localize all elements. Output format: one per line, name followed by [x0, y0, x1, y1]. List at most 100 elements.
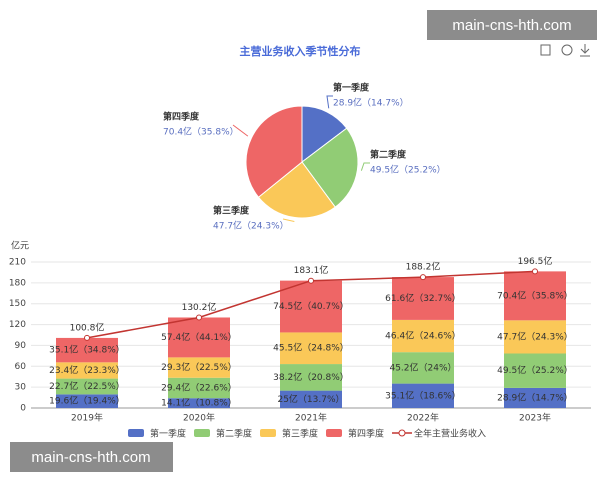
- y-tick-label: 150: [9, 299, 26, 309]
- leader-line: [326, 95, 333, 109]
- y-tick-label: 90: [15, 341, 27, 351]
- y-tick-label: 120: [9, 320, 26, 330]
- bar-value-label: 22.7亿（22.5%）: [49, 380, 125, 392]
- y-tick-label: 210: [9, 258, 26, 268]
- bar-value-label: 35.1亿（34.8%）: [49, 344, 125, 356]
- x-tick-label: 2020年: [183, 412, 215, 424]
- icon-restore[interactable]: [561, 44, 573, 56]
- bar-value-label: 45.2亿（24%）: [389, 361, 456, 373]
- x-tick-label: 2022年: [407, 412, 439, 424]
- bar-value-label: 49.5亿（25.2%）: [497, 364, 573, 376]
- legend-item: 第三季度: [260, 428, 318, 440]
- legend-swatch: [260, 429, 276, 437]
- leader-line: [360, 162, 370, 171]
- bar-segment: [392, 383, 454, 408]
- pie-category-label: 第三季度: [213, 205, 250, 217]
- legend-label: 全年主营业务收入: [414, 428, 486, 440]
- bar-segment: [392, 319, 454, 353]
- bar-segment: [56, 362, 118, 379]
- bar-segment: [280, 280, 342, 333]
- bar-value-label: 74.5亿（40.7%）: [273, 300, 349, 312]
- y-tick-label: 60: [15, 362, 27, 372]
- pie-slice: [301, 105, 348, 164]
- watermark: main-cns-hth.com: [31, 449, 150, 466]
- bar-segment: [504, 353, 566, 388]
- bar-segment: [168, 377, 230, 399]
- legend-item: 全年主营业务收入: [392, 428, 486, 440]
- line-value-label: 188.2亿: [406, 261, 441, 273]
- legend-label: 第二季度: [216, 428, 252, 440]
- bar-value-label: 19.6亿（19.4%）: [49, 395, 125, 407]
- bar-segment: [168, 317, 230, 358]
- bar-value-label: 14.1亿（10.8%）: [161, 397, 237, 409]
- bar-segment: [280, 332, 342, 365]
- pie-value-label: 70.4亿（35.8%）: [163, 126, 239, 138]
- pie-slice: [245, 105, 303, 198]
- line-point: [532, 268, 538, 275]
- legend-swatch: [194, 429, 210, 437]
- leader-line: [282, 218, 295, 222]
- bar-segment: [168, 398, 230, 408]
- line-point: [84, 334, 90, 341]
- line-point: [196, 314, 202, 321]
- bar-value-label: 29.3亿（22.5%）: [161, 361, 237, 373]
- line-value-label: 196.5亿: [518, 255, 553, 267]
- y-tick-label: 0: [20, 404, 26, 414]
- bar-value-label: 23.4亿（23.3%）: [49, 364, 125, 376]
- bar-value-label: 38.2亿（20.8%）: [273, 371, 349, 383]
- bar-segment: [504, 387, 566, 408]
- bar-value-label: 61.6亿（32.7%）: [385, 292, 461, 304]
- bar-segment: [504, 320, 566, 354]
- pie-category-label: 第一季度: [333, 82, 370, 94]
- pie-title: 主营业务收入季节性分布: [240, 44, 361, 58]
- bar-value-label: 47.7亿（24.3%）: [497, 330, 573, 342]
- legend-label: 第四季度: [348, 428, 384, 440]
- legend-item: 第二季度: [194, 428, 252, 440]
- bar-value-label: 35.1亿（18.6%）: [385, 389, 461, 401]
- bar-segment: [56, 378, 118, 395]
- bar-value-label: 70.4亿（35.8%）: [497, 289, 573, 301]
- pie-slice: [257, 161, 336, 219]
- bar-value-label: 57.4亿（44.1%）: [161, 331, 237, 343]
- legend-label: 第三季度: [282, 428, 318, 440]
- pie-category-label: 第二季度: [370, 149, 407, 161]
- legend-label: 第一季度: [150, 428, 186, 440]
- pie-slice: [301, 127, 359, 208]
- bar-value-label: 28.9亿（14.7%）: [497, 391, 573, 403]
- bar-segment: [392, 277, 454, 320]
- legend-swatch: [326, 429, 342, 437]
- legend-item: 第四季度: [326, 428, 384, 440]
- watermark: main-cns-hth.com: [452, 17, 571, 34]
- y-axis-label: 亿元: [11, 240, 29, 252]
- bar-segment: [56, 337, 118, 363]
- leader-line: [232, 124, 249, 137]
- icon-save[interactable]: [580, 44, 590, 57]
- x-tick-label: 2021年: [295, 412, 327, 424]
- bar-segment: [56, 394, 118, 408]
- y-tick-label: 30: [15, 383, 27, 393]
- pie-value-label: 47.7亿（24.3%）: [213, 220, 289, 232]
- line-value-label: 183.1亿: [294, 264, 329, 276]
- bar-segment: [392, 352, 454, 384]
- bar-value-label: 29.4亿（22.6%）: [161, 381, 237, 393]
- bar-value-label: 46.4亿（24.6%）: [385, 330, 461, 342]
- y-tick-label: 180: [9, 278, 26, 288]
- pie-value-label: 28.9亿（14.7%）: [333, 97, 409, 109]
- legend-swatch: [128, 429, 144, 437]
- pie-category-label: 第四季度: [163, 111, 200, 123]
- toolbox[interactable]: [540, 44, 590, 57]
- legend-item: 第一季度: [128, 428, 186, 440]
- line-point: [308, 277, 314, 284]
- bar-value-label: 25亿（13.7%）: [277, 393, 344, 405]
- watermark-box: [427, 10, 597, 40]
- bar-segment: [168, 357, 230, 378]
- line-value-label: 130.2亿: [182, 301, 217, 313]
- line-point: [420, 274, 426, 281]
- watermark-box: [10, 442, 173, 472]
- bar-value-label: 45.5亿（24.8%）: [273, 342, 349, 354]
- icon-data-view[interactable]: [540, 44, 551, 56]
- legend-swatch: [398, 429, 406, 437]
- x-tick-label: 2023年: [519, 412, 551, 424]
- x-tick-label: 2019年: [71, 412, 103, 424]
